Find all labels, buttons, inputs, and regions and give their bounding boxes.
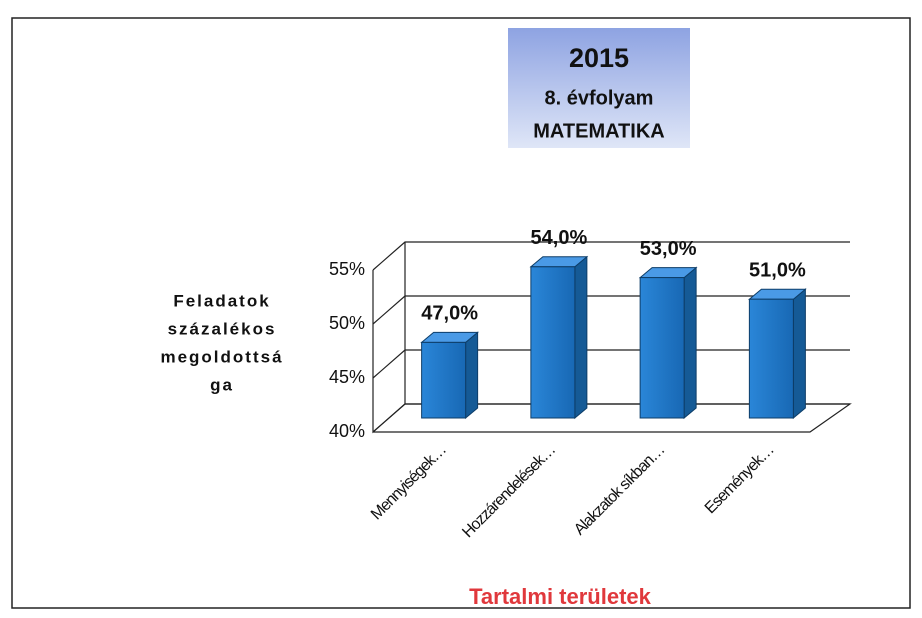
x-axis-label: Tartalmi területek [469,584,652,609]
data-label: 51,0% [749,259,806,281]
chart-title: 2015 [569,43,629,73]
grid-line [372,349,850,379]
y-tick-label: 40% [329,421,365,441]
bar-side [574,255,588,420]
data-label: 53,0% [640,238,697,260]
bar [639,277,685,419]
bar [530,266,576,419]
bar-side [683,266,697,420]
grid-line [372,241,850,271]
grid-line [372,403,850,433]
y-axis-label: ga [210,375,234,394]
bar-side [792,288,806,420]
grid-line [372,295,850,325]
y-axis-label: százalékos [168,319,277,338]
y-axis-label: megoldottsá [160,347,283,366]
y-tick-label: 50% [329,313,365,333]
y-tick-label: 55% [329,259,365,279]
title-box [508,28,690,148]
bar [421,341,467,419]
chart-title: MATEMATIKA [533,120,664,142]
bar-side [465,331,479,420]
data-label: 54,0% [531,227,588,249]
y-axis-label: Feladatok [173,291,270,310]
chart-title: 8. évfolyam [545,87,654,109]
data-label: 47,0% [421,303,478,325]
bar [748,298,794,419]
y-tick-label: 45% [329,367,365,387]
